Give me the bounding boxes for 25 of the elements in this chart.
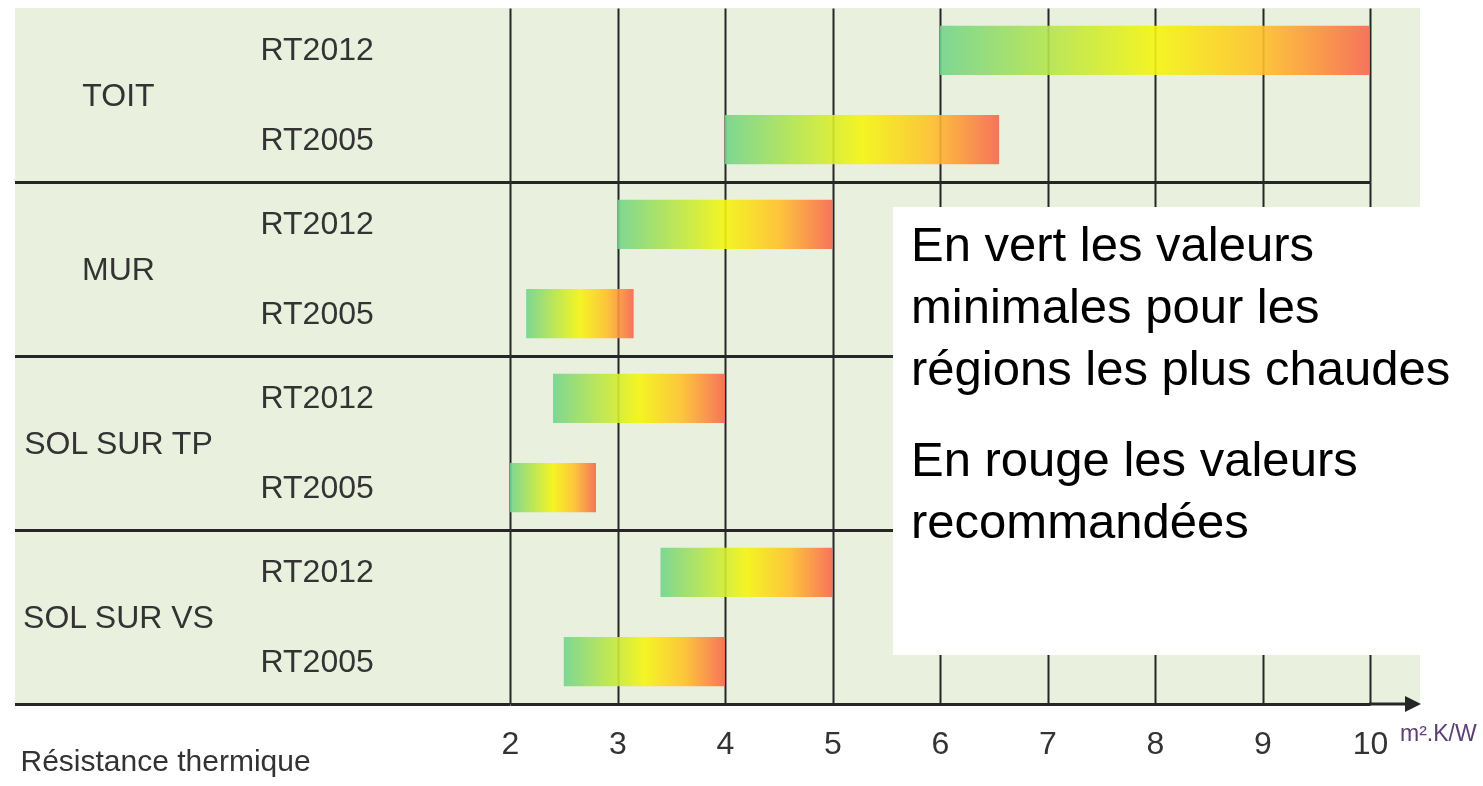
x-tick-label: 8 — [1146, 724, 1165, 761]
x-tick-label: 4 — [716, 724, 735, 761]
y-tick-label: RT2005 — [260, 468, 374, 505]
y-axis-title: MUR — [82, 250, 155, 287]
x-tick-label: 9 — [1254, 724, 1272, 761]
y-axis-title: SOL SUR VS — [23, 598, 214, 635]
annotation: En vert les valeurs minimales pour les régions les plus chaudes — [911, 216, 1452, 397]
x-tick-label: 7 — [1039, 724, 1057, 761]
y-tick-label: RT2005 — [260, 294, 374, 331]
y-tick-label: RT2012 — [260, 205, 374, 242]
y-tick-label: RT2012 — [260, 31, 374, 68]
y-axis-title: SOL SUR TP — [24, 424, 213, 461]
x-tick-label: 10 — [1352, 724, 1389, 761]
y-axis-title: TOIT — [82, 76, 155, 113]
annotation: En rouge les valeurs recommandées — [911, 431, 1359, 550]
x-tick-label: 2 — [501, 724, 520, 761]
x-tick-label: 3 — [609, 724, 627, 761]
y-tick-label: RT2012 — [260, 379, 374, 416]
x-axis-title: Résistance thermique — [20, 743, 311, 777]
y-tick-label: RT2005 — [260, 120, 374, 157]
y-tick-label: RT2012 — [260, 553, 374, 590]
x-tick-label: 6 — [931, 724, 950, 761]
y-tick-label: RT2005 — [260, 642, 374, 679]
x-tick-label: 5 — [824, 724, 842, 761]
text: m².K/W — [1400, 720, 1477, 747]
